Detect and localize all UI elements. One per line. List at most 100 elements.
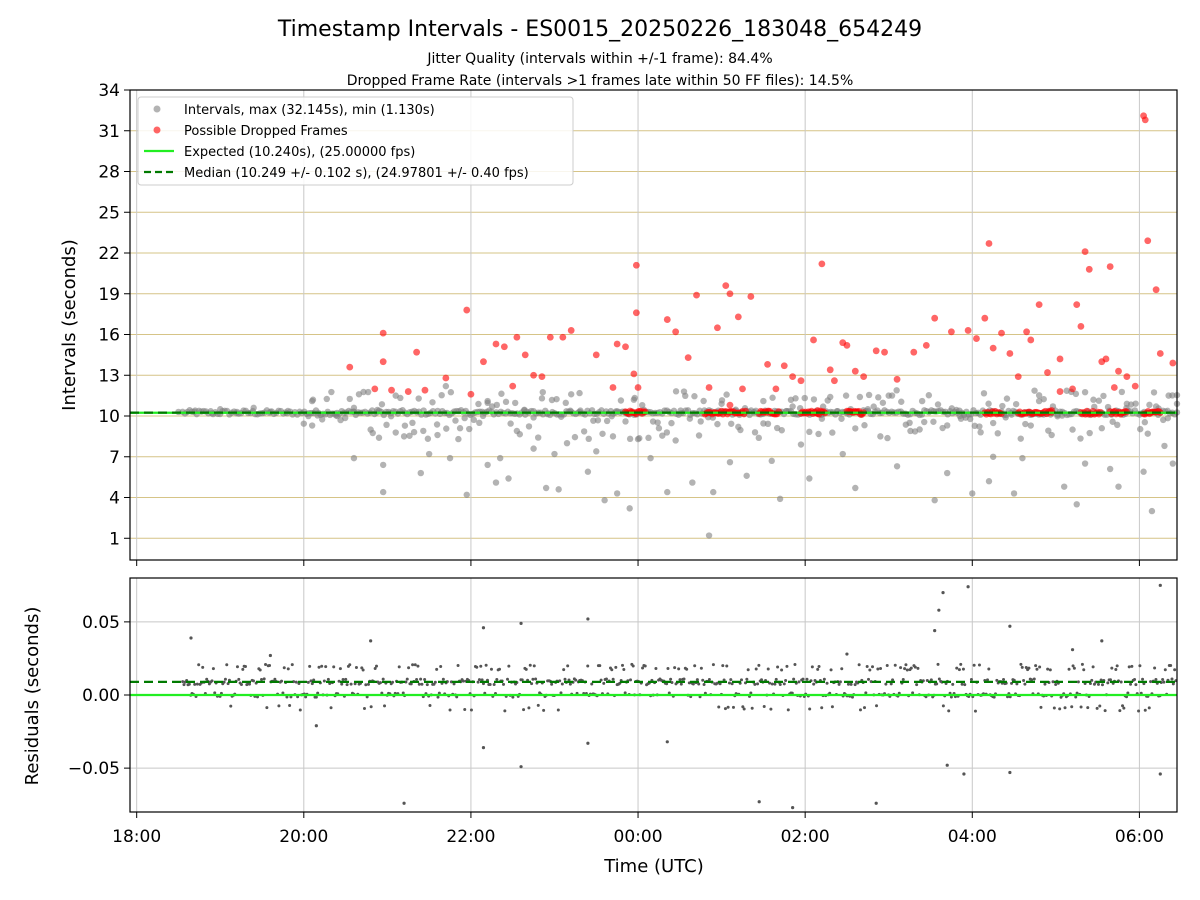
residual-point bbox=[1002, 677, 1006, 681]
dropped-point bbox=[851, 367, 859, 375]
residual-point bbox=[380, 691, 384, 695]
interval-point bbox=[383, 421, 390, 429]
interval-point bbox=[571, 433, 579, 441]
residual-point bbox=[337, 679, 341, 683]
residual-point bbox=[1126, 691, 1130, 695]
residual-point bbox=[816, 667, 820, 671]
dropped-point bbox=[714, 324, 721, 332]
dropped-point bbox=[413, 348, 421, 356]
residuals-panel: −0.05 0.00 0.05 18:00 20:00 22:00 00:00 02:00 04… bbox=[68, 577, 1178, 847]
residual-point bbox=[750, 706, 754, 710]
interval-point bbox=[743, 472, 750, 479]
residual-point bbox=[407, 666, 411, 670]
residual-point bbox=[598, 664, 602, 668]
top-ytick-label: 22 bbox=[98, 244, 120, 264]
residual-point bbox=[193, 682, 197, 686]
interval-point bbox=[1165, 392, 1172, 399]
residual-point bbox=[1098, 704, 1102, 708]
interval-point bbox=[406, 432, 413, 439]
x-tick-label: 20:00 bbox=[279, 827, 328, 847]
dropped-point bbox=[1152, 286, 1160, 294]
residual-point bbox=[1162, 680, 1166, 684]
figure-title: Timestamp Intervals - ES0015_20250226_18… bbox=[277, 17, 922, 42]
interval-point bbox=[585, 435, 592, 443]
interval-point bbox=[1106, 465, 1114, 473]
residual-point bbox=[840, 667, 844, 671]
residual-point bbox=[286, 667, 290, 671]
interval-point bbox=[852, 484, 859, 492]
interval-point bbox=[842, 392, 850, 399]
dropped-point bbox=[910, 348, 918, 356]
residual-point bbox=[524, 667, 528, 671]
residual-outlier bbox=[369, 639, 373, 643]
residual-point bbox=[503, 709, 507, 713]
residual-outlier bbox=[962, 772, 966, 776]
interval-point bbox=[420, 427, 427, 435]
residual-point bbox=[850, 695, 854, 699]
interval-point bbox=[300, 420, 308, 427]
residual-point bbox=[812, 682, 816, 686]
residual-point bbox=[205, 677, 209, 681]
interval-point bbox=[562, 399, 569, 407]
residual-point bbox=[913, 665, 917, 669]
interval-point bbox=[584, 468, 592, 475]
dropped-point bbox=[810, 336, 817, 344]
x-axis-label: Time (UTC) bbox=[603, 856, 704, 877]
residual-point bbox=[568, 682, 572, 686]
interval-point bbox=[470, 416, 478, 424]
interval-point bbox=[907, 427, 914, 435]
residual-point bbox=[810, 665, 814, 669]
residual-point bbox=[673, 666, 677, 670]
interval-point bbox=[1123, 400, 1131, 407]
chart-legend: Intervals, max (32.145s), min (1.130s) Po… bbox=[137, 96, 574, 186]
residual-point bbox=[1091, 665, 1095, 669]
residual-outlier bbox=[665, 740, 669, 744]
interval-point bbox=[417, 469, 424, 477]
dropped-point bbox=[1156, 350, 1164, 357]
interval-point bbox=[918, 397, 926, 405]
interval-point bbox=[409, 419, 416, 427]
dropped-point bbox=[521, 351, 529, 359]
residual-point bbox=[229, 704, 233, 708]
residual-point bbox=[298, 708, 302, 712]
residual-point bbox=[262, 677, 266, 681]
interval-point bbox=[806, 475, 813, 482]
dropped-point bbox=[1085, 265, 1093, 273]
residual-outlier bbox=[1100, 639, 1104, 643]
residual-point bbox=[849, 682, 853, 686]
dropped-point bbox=[881, 348, 888, 356]
residual-point bbox=[277, 704, 281, 708]
residual-point bbox=[766, 667, 770, 671]
bottom-ytick-label: 0.05 bbox=[82, 613, 120, 633]
interval-point bbox=[498, 390, 505, 397]
residual-point bbox=[562, 668, 566, 672]
interval-point bbox=[695, 432, 703, 439]
residual-point bbox=[793, 663, 797, 667]
interval-point bbox=[551, 450, 558, 458]
interval-point bbox=[689, 479, 696, 486]
interval-point bbox=[654, 419, 661, 426]
residual-point bbox=[532, 664, 536, 668]
interval-point bbox=[593, 448, 600, 455]
residual-point bbox=[762, 704, 766, 708]
residual-point bbox=[560, 682, 564, 686]
residual-point bbox=[961, 667, 965, 671]
residual-point bbox=[1023, 682, 1027, 686]
interval-point bbox=[493, 401, 501, 409]
dropped-point bbox=[872, 347, 880, 355]
interval-point bbox=[1058, 412, 1066, 419]
residual-point bbox=[1019, 662, 1023, 666]
residual-point bbox=[707, 677, 711, 681]
interval-point bbox=[714, 420, 721, 428]
dropped-point bbox=[818, 260, 826, 268]
residual-point bbox=[629, 678, 633, 682]
residual-point bbox=[753, 682, 757, 686]
interval-point bbox=[217, 406, 224, 413]
residual-point bbox=[702, 683, 706, 687]
legend-entry: Intervals, max (32.145s), min (1.130s) bbox=[184, 103, 435, 118]
dropped-point bbox=[722, 282, 730, 290]
residual-outlier bbox=[481, 626, 486, 630]
interval-point bbox=[505, 475, 512, 482]
top-ytick-label: 34 bbox=[98, 81, 120, 101]
